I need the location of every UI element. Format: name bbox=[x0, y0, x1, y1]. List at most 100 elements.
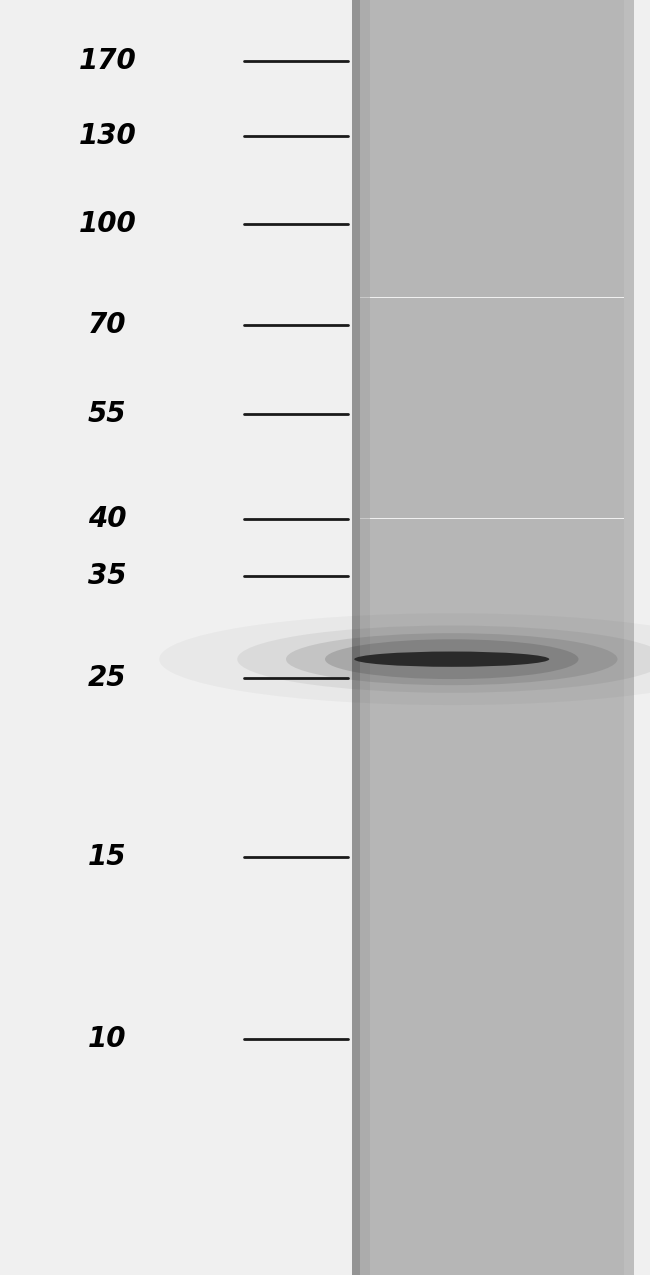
Bar bbox=[352, 187, 634, 191]
Bar bbox=[352, 1024, 634, 1029]
Bar bbox=[352, 863, 634, 867]
Bar bbox=[352, 1037, 634, 1042]
Bar bbox=[352, 195, 634, 200]
Bar bbox=[352, 226, 634, 230]
Bar bbox=[352, 544, 634, 548]
Bar bbox=[352, 1105, 634, 1109]
Bar bbox=[352, 1016, 634, 1020]
Bar bbox=[352, 140, 634, 144]
Bar bbox=[352, 790, 634, 794]
Bar bbox=[352, 982, 634, 986]
Bar bbox=[352, 93, 634, 98]
Bar bbox=[352, 144, 634, 149]
Bar bbox=[352, 17, 634, 22]
Bar bbox=[352, 319, 634, 323]
Bar bbox=[352, 1164, 634, 1169]
Bar bbox=[352, 896, 634, 901]
Bar bbox=[352, 26, 634, 29]
Bar bbox=[352, 332, 634, 335]
Bar bbox=[352, 468, 634, 472]
Bar bbox=[352, 1250, 634, 1253]
Bar bbox=[352, 1190, 634, 1195]
Bar bbox=[352, 692, 634, 697]
Bar bbox=[352, 42, 634, 47]
Bar bbox=[352, 348, 634, 353]
Bar bbox=[352, 629, 634, 634]
Bar bbox=[352, 858, 634, 863]
Text: 130: 130 bbox=[79, 122, 136, 150]
Bar bbox=[352, 284, 634, 289]
Bar bbox=[352, 680, 634, 685]
Bar bbox=[352, 1151, 634, 1156]
Bar bbox=[352, 264, 634, 268]
Bar bbox=[352, 1182, 634, 1186]
Bar bbox=[352, 335, 634, 340]
Bar bbox=[352, 973, 634, 978]
Bar bbox=[352, 1062, 634, 1067]
Bar bbox=[352, 0, 634, 4]
Bar bbox=[352, 625, 634, 629]
Bar bbox=[352, 672, 634, 676]
Bar bbox=[352, 1113, 634, 1118]
Bar bbox=[352, 838, 634, 842]
Bar bbox=[352, 947, 634, 952]
Bar bbox=[352, 1144, 634, 1148]
Bar bbox=[352, 179, 634, 182]
Bar bbox=[352, 845, 634, 850]
Bar bbox=[352, 442, 634, 446]
Bar bbox=[352, 1071, 634, 1075]
Bar bbox=[352, 1011, 634, 1016]
Bar bbox=[352, 1003, 634, 1007]
Bar bbox=[352, 76, 634, 80]
Bar bbox=[352, 1122, 634, 1126]
Bar bbox=[352, 1118, 634, 1122]
Bar bbox=[352, 914, 634, 918]
Bar bbox=[352, 399, 634, 404]
Text: 40: 40 bbox=[88, 505, 127, 533]
Bar bbox=[352, 455, 634, 459]
Bar bbox=[352, 561, 634, 565]
Bar bbox=[352, 586, 634, 590]
Bar bbox=[352, 532, 634, 536]
Bar bbox=[352, 548, 634, 552]
Bar bbox=[352, 472, 634, 476]
Bar bbox=[352, 514, 634, 519]
Bar bbox=[352, 450, 634, 455]
Bar bbox=[352, 803, 634, 807]
Bar bbox=[352, 463, 634, 468]
Bar bbox=[352, 315, 634, 319]
Bar bbox=[352, 965, 634, 969]
Bar bbox=[352, 374, 634, 379]
Text: 15: 15 bbox=[88, 843, 127, 871]
Bar bbox=[352, 1029, 634, 1033]
Bar bbox=[352, 944, 634, 947]
Bar bbox=[352, 408, 634, 412]
Bar bbox=[352, 1211, 634, 1215]
Bar bbox=[352, 73, 634, 76]
Bar bbox=[352, 994, 634, 998]
Bar bbox=[352, 85, 634, 89]
Bar bbox=[352, 425, 634, 430]
Bar bbox=[352, 876, 634, 880]
Bar bbox=[352, 484, 634, 488]
Bar bbox=[352, 166, 634, 170]
Bar bbox=[352, 1007, 634, 1011]
Bar bbox=[352, 991, 634, 995]
Bar bbox=[352, 752, 634, 756]
Bar bbox=[352, 497, 634, 501]
Bar bbox=[352, 799, 634, 803]
Bar bbox=[352, 756, 634, 761]
Bar bbox=[352, 1156, 634, 1160]
Bar bbox=[352, 794, 634, 799]
Bar bbox=[352, 599, 634, 603]
Bar bbox=[352, 89, 634, 93]
Bar bbox=[352, 446, 634, 450]
Bar bbox=[352, 782, 634, 787]
Bar bbox=[352, 590, 634, 595]
Bar bbox=[352, 1173, 634, 1177]
Bar bbox=[352, 667, 634, 672]
Bar bbox=[352, 51, 634, 55]
Bar bbox=[352, 391, 634, 395]
Bar bbox=[352, 718, 634, 723]
Bar bbox=[352, 922, 634, 927]
